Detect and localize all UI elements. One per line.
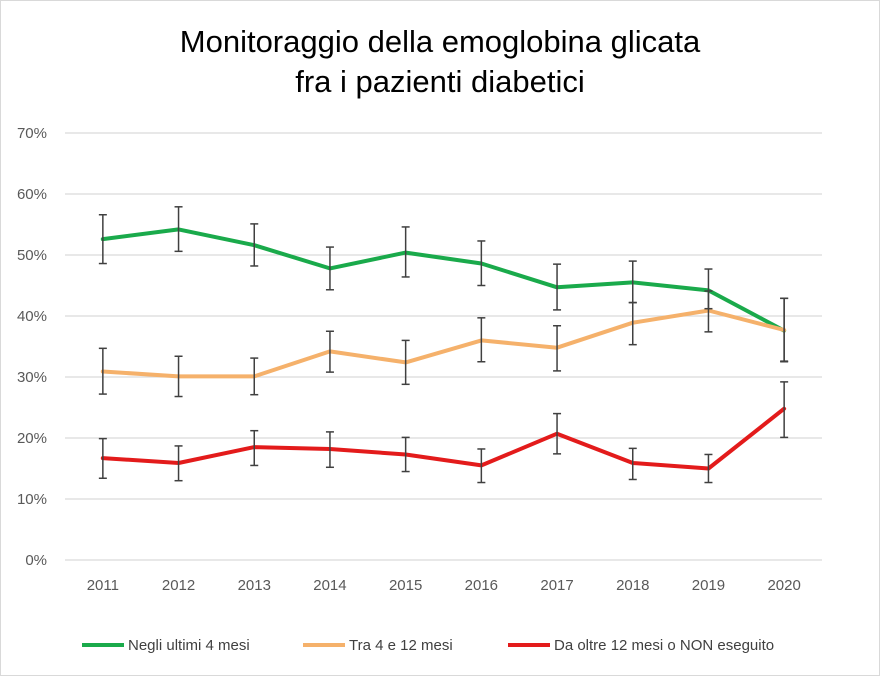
error-bar — [325, 330, 334, 373]
error-bar — [401, 436, 410, 473]
error-bar — [325, 246, 334, 291]
y-tick-label: 40% — [17, 308, 47, 325]
series-line-2 — [100, 308, 787, 379]
legend-label: Negli ultimi 4 mesi — [128, 637, 250, 654]
x-tick-label: 2016 — [465, 577, 498, 594]
error-bar — [250, 357, 259, 396]
error-bar — [704, 290, 713, 333]
error-bar — [401, 339, 410, 386]
legend-item: Negli ultimi 4 mesi — [82, 637, 250, 654]
legend-item: Tra 4 e 12 mesi — [303, 637, 453, 654]
series-line-1 — [100, 227, 787, 333]
x-tick-label: 2014 — [313, 577, 346, 594]
error-bar — [98, 347, 107, 395]
error-bar — [780, 381, 789, 439]
y-tick-label: 50% — [17, 247, 47, 264]
error-bar — [174, 355, 183, 398]
y-tick-label: 10% — [17, 491, 47, 508]
x-tick-label: 2018 — [616, 577, 649, 594]
error-bar — [401, 226, 410, 278]
error-bar — [174, 445, 183, 482]
chart-subtitle: fra i pazienti diabetici — [295, 64, 585, 99]
x-tick-label: 2015 — [389, 577, 422, 594]
y-tick-label: 20% — [17, 430, 47, 447]
error-bar — [628, 447, 637, 481]
error-bar — [477, 448, 486, 484]
x-tick-label: 2020 — [767, 577, 800, 594]
chart-title: Monitoraggio della emoglobina glicata — [179, 24, 701, 59]
legend-label: Tra 4 e 12 mesi — [349, 637, 453, 654]
x-tick-label: 2012 — [162, 577, 195, 594]
error-bar — [780, 297, 789, 363]
x-tick-label: 2019 — [692, 577, 725, 594]
error-bar — [250, 429, 259, 467]
error-bar — [325, 431, 334, 469]
series-line-3 — [100, 406, 787, 471]
error-bar — [553, 325, 562, 372]
legend-item: Da oltre 12 mesi o NON eseguito — [508, 637, 774, 654]
error-bar — [477, 317, 486, 363]
error-bar — [704, 453, 713, 484]
x-tick-label: 2011 — [87, 577, 119, 594]
y-tick-label: 60% — [17, 186, 47, 203]
error-bar — [174, 206, 183, 253]
error-bar — [553, 412, 562, 455]
legend-label: Da oltre 12 mesi o NON eseguito — [554, 637, 774, 654]
y-tick-label: 70% — [17, 125, 47, 142]
error-bar — [250, 223, 259, 267]
error-bar — [628, 301, 637, 346]
chart-title-block: Monitoraggio della emoglobina glicata fr… — [0, 22, 880, 102]
x-tick-label: 2017 — [540, 577, 573, 594]
y-tick-label: 30% — [17, 369, 47, 386]
x-tick-label: 2013 — [238, 577, 271, 594]
error-bar — [98, 213, 107, 265]
error-bar — [98, 437, 107, 480]
y-tick-label: 0% — [25, 552, 47, 569]
error-bar — [477, 240, 486, 287]
error-bar — [553, 263, 562, 311]
